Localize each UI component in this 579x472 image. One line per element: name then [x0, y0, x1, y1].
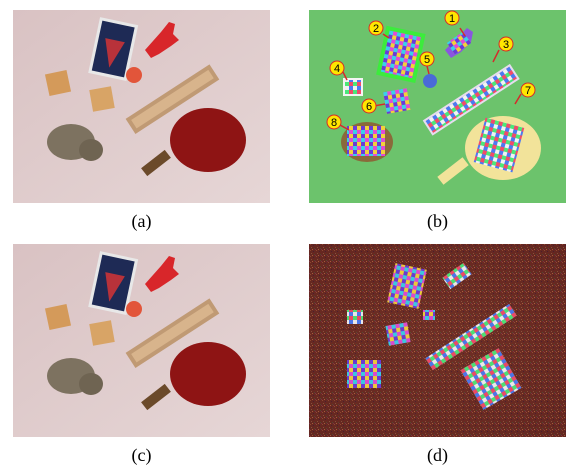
panel-c-reconstructed-photo [13, 244, 270, 437]
cube-object [44, 303, 72, 331]
svg-text:5: 5 [424, 54, 430, 66]
ball-object [126, 301, 142, 317]
svg-text:6: 6 [366, 101, 372, 113]
caption-d: (d) [427, 445, 448, 465]
red-toy-object [145, 22, 179, 58]
caption-c: (c) [131, 445, 152, 465]
cube-object [89, 86, 115, 112]
segment-7 [437, 116, 541, 185]
patch-card [387, 263, 427, 309]
marker-4: 4 [329, 60, 348, 81]
ruler-object [125, 298, 220, 368]
panel-b-segmentation: 1 2 3 4 5 6 7 [309, 10, 566, 203]
svg-text:7: 7 [525, 85, 531, 97]
segment-4 [343, 78, 363, 96]
red-toy-object [145, 256, 179, 292]
marker-1: 1 [444, 10, 466, 37]
segment-2 [376, 25, 426, 83]
svg-text:8: 8 [331, 117, 337, 129]
caption-b: (b) [427, 211, 448, 231]
patch-ball [423, 310, 435, 320]
marker-6: 6 [361, 98, 386, 114]
cube-object [89, 320, 115, 346]
paddle-object [141, 342, 246, 411]
svg-text:3: 3 [503, 39, 509, 51]
segment-8 [341, 122, 393, 162]
marker-2: 2 [368, 20, 390, 39]
card-object [88, 251, 139, 315]
segment-6 [383, 88, 411, 114]
ball-object [126, 67, 142, 83]
svg-text:4: 4 [334, 63, 340, 75]
ruler-object [125, 64, 220, 134]
marker-5: 5 [419, 51, 435, 75]
panel-a-original-photo [13, 10, 270, 203]
patch-cube [385, 322, 411, 346]
patch-toy [442, 262, 472, 290]
caption-a: (a) [131, 211, 152, 231]
marker-3: 3 [492, 36, 514, 63]
cube-object [44, 69, 72, 97]
segment-3 [422, 63, 520, 136]
marker-8: 8 [326, 114, 350, 131]
patch-paddle [460, 348, 522, 410]
svg-text:2: 2 [373, 23, 379, 35]
card-object [88, 17, 139, 81]
patch-cube [347, 310, 363, 324]
marker-7: 7 [514, 82, 536, 105]
paddle-object [141, 108, 246, 177]
panel-d-noise-map [309, 244, 566, 437]
segment-5 [423, 74, 437, 88]
patch-stone [347, 360, 381, 388]
svg-text:1: 1 [449, 13, 455, 25]
patch-ruler [425, 303, 517, 371]
segment-1 [445, 28, 473, 58]
